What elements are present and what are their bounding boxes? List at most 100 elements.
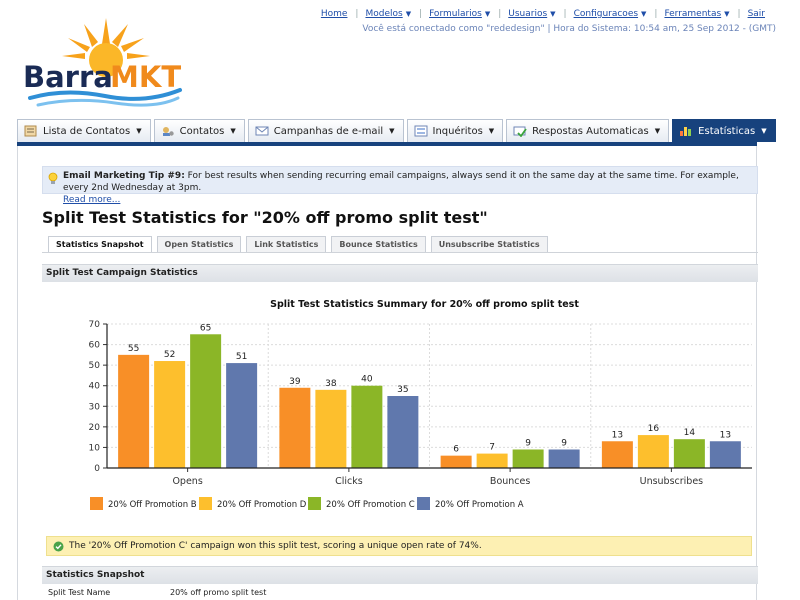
chevron-down-icon: ▼ [488,127,495,135]
bar-chart-icon [680,127,692,136]
x-tick-label: Opens [172,476,202,487]
chevron-down-icon: ▼ [230,127,236,135]
bar-bounces-4 [548,449,580,468]
y-tick-label: 70 [89,320,101,330]
bar-opens-3 [190,334,222,468]
winner-text: The '20% Off Promotion C' campaign won t… [69,541,482,551]
bar-clicks-4 [387,396,419,468]
toplink-label: Modelos [365,9,403,19]
bar-value-label: 13 [720,430,731,440]
legend-label: 20% Off Promotion D [217,500,307,510]
x-tick-label: Bounces [490,476,530,487]
toplink-modelos[interactable]: Modelos ▼ [356,9,421,19]
bar-value-label: 35 [397,385,408,395]
logo-text-accent: MKT [110,60,181,94]
y-tick-label: 10 [89,443,101,453]
bar-bounces-2 [476,453,508,468]
main-content: Email Marketing Tip #9: For best results… [17,146,758,600]
nav-tab-label: Contatos [179,125,225,137]
toplink-usuarios[interactable]: Usuarios ▼ [499,9,567,19]
nav-tab-label: Inquéritos [432,125,483,137]
nav-underline [17,142,757,146]
legend-swatch [308,497,321,510]
barramkt-logo[interactable]: Barra MKT [20,14,185,109]
toplink-label: Formularios [429,9,482,19]
bar-bounces-1 [440,455,472,468]
stats-subtabs: Statistics Snapshot Open Statistics Link S… [48,236,553,252]
snapshot-value: 20% off promo split test [170,588,267,597]
y-tick-label: 0 [94,464,100,474]
toplink-label: Home [320,9,348,19]
subtab-2[interactable]: Open Statistics [156,236,242,252]
toplink-ferramentas[interactable]: Ferramentas ▼ [655,9,740,19]
bar-value-label: 40 [361,375,373,385]
nav-tab-1[interactable]: Lista de Contatos ▼ [17,119,151,142]
nav-tab-label: Estatísticas [698,125,756,137]
bar-value-label: 52 [164,350,175,360]
bar-unsubscribes-3 [673,439,705,468]
toplink-label: Usuarios [508,9,548,19]
legend-label: 20% Off Promotion A [435,500,524,510]
x-tick-label: Unsubscribes [640,476,704,487]
chevron-down-icon: ▼ [389,127,395,135]
tip-text: For best results when sending recurring … [63,171,739,193]
bar-value-label: 7 [489,443,495,453]
chevron-down-icon: ▼ [550,10,556,18]
toplink-sair[interactable]: Sair [739,9,774,19]
y-tick-label: 20 [89,423,101,433]
bar-value-label: 51 [236,352,247,362]
nav-tab-label: Lista de Contatos [43,125,131,137]
contacts-gear-icon [162,127,174,136]
bar-clicks-3 [351,385,383,468]
nav-tab-3[interactable]: Campanhas de e-mail ▼ [247,119,404,142]
nav-tab-4[interactable]: Inquéritos ▼ [406,119,504,142]
y-tick-label: 40 [89,382,101,392]
survey-icon [414,125,428,137]
bar-opens-2 [154,361,186,468]
bar-unsubscribes-2 [637,435,669,468]
y-tick-label: 50 [89,361,101,371]
bar-value-label: 65 [200,323,211,333]
bar-opens-4 [226,363,258,468]
subtab-3[interactable]: Link Statistics [246,236,327,252]
subtab-divider [42,252,758,253]
snapshot-row: Split Test Name 20% off promo split test [42,587,758,600]
nav-tab-5[interactable]: Respostas Automaticas ▼ [506,119,670,142]
winner-notice: The '20% Off Promotion C' campaign won t… [46,536,752,556]
main-nav: Lista de Contatos ▼ Contatos ▼ Campanhas de … [17,119,779,142]
bar-value-label: 55 [128,344,139,354]
bar-value-label: 9 [561,438,567,448]
section-header-snapshot: Statistics Snapshot [42,566,758,584]
nav-tab-2[interactable]: Contatos ▼ [153,119,245,142]
legend-swatch [90,497,103,510]
bar-value-label: 9 [525,438,531,448]
snapshot-key: Split Test Name [48,588,111,597]
waves-icon [28,88,182,107]
chart-title: Split Test Statistics Summary for 20% of… [270,299,579,310]
chevron-down-icon: ▼ [641,10,647,18]
bar-unsubscribes-1 [601,441,633,468]
x-tick-label: Clicks [335,476,363,487]
split-test-bar-chart: Split Test Statistics Summary for 20% of… [89,299,752,510]
logo-text-main: Barra [23,60,113,94]
bar-value-label: 14 [684,428,696,438]
bar-value-label: 13 [612,430,623,440]
tip-title: Email Marketing Tip #9: [63,171,185,181]
subtab-5[interactable]: Unsubscribe Statistics [430,236,548,252]
toplink-configuracoes[interactable]: Configuracoes ▼ [565,9,658,19]
bar-clicks-2 [315,389,347,468]
chevron-down-icon: ▼ [405,10,412,18]
subtab-1[interactable]: Statistics Snapshot [48,236,152,252]
bar-value-label: 38 [325,379,337,389]
toplink-home[interactable]: Home [312,9,358,19]
bar-value-label: 39 [289,377,301,387]
nav-tab-6[interactable]: Estatísticas ▼ [672,119,776,142]
check-circle-icon [53,541,64,551]
subtab-4[interactable]: Bounce Statistics [331,236,426,252]
toplink-formularios[interactable]: Formularios ▼ [420,9,501,19]
autoresponder-icon [513,126,527,137]
tip-read-more-link[interactable]: Read more... [63,195,121,205]
y-tick-label: 30 [89,402,101,412]
toplink-label: Configuracoes [573,9,639,19]
legend-label: 20% Off Promotion C [326,500,415,510]
